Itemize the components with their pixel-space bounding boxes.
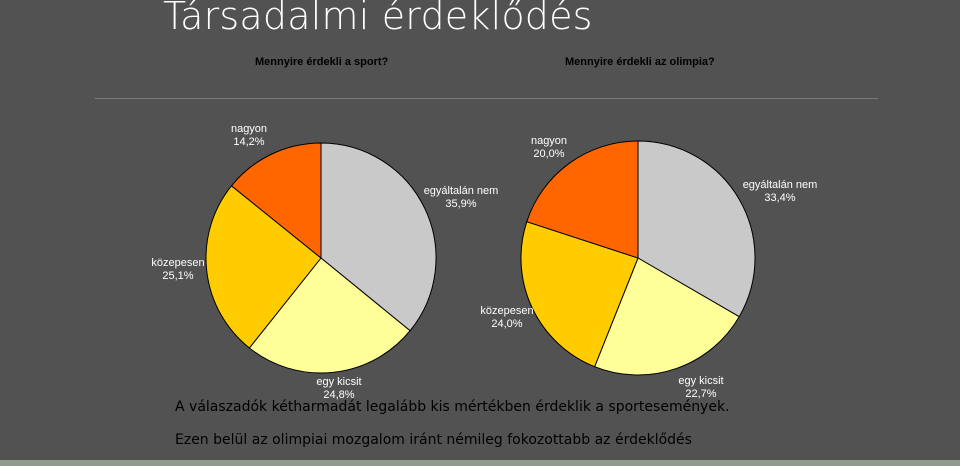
- slice-value-sport-nagyon: 14,2%: [233, 136, 264, 148]
- slice-value-sport-egyaltalan-nem: 35,9%: [445, 198, 476, 210]
- pie-slice-sport-egyaltalan-nem: [320, 142, 437, 332]
- caption-1: A válaszadók kétharmadát legalább kis mé…: [175, 399, 730, 415]
- pie-slice-olympics-nagyon: [526, 140, 639, 259]
- slice-label-sport-kozepesen: közepesen: [151, 257, 204, 269]
- slice-value-sport-egy-kicsit: 24,8%: [323, 389, 354, 401]
- slice-label-sport-egy-kicsit: egy kicsit: [316, 376, 361, 388]
- slice-value-olympics-kozepesen: 24,0%: [491, 318, 522, 330]
- divider: [95, 98, 878, 99]
- slice-label-olympics-egy-kicsit: egy kicsit: [678, 375, 723, 387]
- pie-slice-olympics-kozepesen: [520, 221, 639, 368]
- slice-value-olympics-egyaltalan-nem: 33,4%: [764, 192, 795, 204]
- pie-slice-sport-egy-kicsit: [248, 257, 411, 374]
- slice-value-olympics-egy-kicsit: 22,7%: [685, 388, 716, 400]
- caption-2: Ezen belül az olimpiai mozgalom iránt né…: [175, 432, 692, 448]
- pie-slice-olympics-egyaltalan-nem: [637, 140, 756, 318]
- slice-value-olympics-nagyon: 20,0%: [533, 148, 564, 160]
- pie-slice-sport-nagyon: [230, 142, 322, 260]
- page-title: Társadalmi érdeklődés: [163, 0, 593, 38]
- slice-label-olympics-egyaltalan-nem: egyáltalán nem: [743, 179, 818, 191]
- pie-slice-olympics-egy-kicsit: [593, 257, 740, 376]
- slice-label-sport-egyaltalan-nem: egyáltalán nem: [424, 185, 499, 197]
- slice-value-sport-kozepesen: 25,1%: [162, 270, 193, 282]
- slice-label-olympics-kozepesen: közepesen: [480, 305, 533, 317]
- chart-title-olympics: Mennyire érdekli az olimpia?: [565, 56, 715, 68]
- chart-title-sport: Mennyire érdekli a sport?: [255, 56, 389, 68]
- pie-slice-sport-kozepesen: [205, 185, 322, 349]
- bottom-band: [0, 460, 960, 466]
- slice-label-olympics-nagyon: nagyon: [531, 135, 567, 147]
- slice-label-sport-nagyon: nagyon: [231, 123, 267, 135]
